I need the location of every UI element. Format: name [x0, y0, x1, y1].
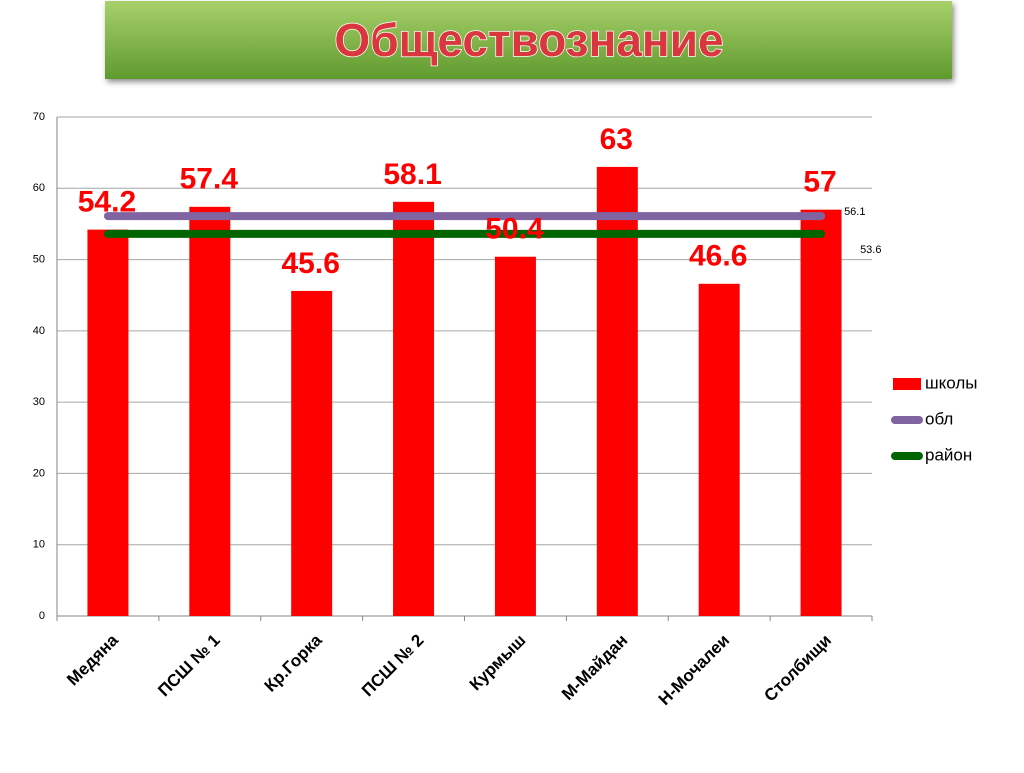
y-tick-label: 40 — [33, 325, 45, 337]
chart-title: Обществознание — [334, 14, 723, 66]
x-tick-label: Курмыш — [466, 631, 530, 695]
bar — [596, 166, 638, 616]
y-tick-label: 50 — [33, 253, 45, 265]
bar — [494, 256, 536, 616]
y-tick-label: 20 — [33, 467, 45, 479]
legend-label: район — [925, 445, 972, 464]
y-tick-label: 60 — [33, 182, 45, 194]
bar — [87, 229, 129, 617]
line-end-label: 53.6 — [860, 244, 881, 256]
bar — [393, 201, 435, 616]
y-tick-label: 10 — [33, 539, 45, 551]
bar — [698, 283, 740, 616]
bar — [189, 206, 231, 616]
data-label: 46.6 — [689, 240, 747, 273]
data-label: 57 — [803, 166, 836, 199]
x-tick-label: ПСШ № 1 — [154, 631, 224, 701]
x-tick-label: М-Майдан — [558, 631, 631, 704]
legend-label: обл — [925, 409, 953, 428]
x-tick-label: ПСШ № 2 — [358, 631, 428, 701]
x-tick-label: Столбищи — [760, 631, 835, 706]
bar — [291, 290, 333, 616]
data-label: 50.4 — [485, 213, 544, 246]
bar — [800, 209, 842, 616]
x-tick-label: Кр.Горка — [261, 630, 326, 695]
legend-swatch — [893, 378, 921, 390]
y-tick-label: 30 — [33, 396, 45, 408]
x-tick-label: Н-Мочалеи — [655, 631, 733, 709]
data-label: 54.2 — [78, 186, 136, 219]
line-end-label: 56.1 — [844, 206, 865, 218]
data-label: 57.4 — [180, 163, 239, 196]
data-label: 45.6 — [281, 247, 339, 280]
y-tick-label: 0 — [39, 610, 45, 622]
y-tick-label: 70 — [33, 111, 45, 123]
data-label: 58.1 — [383, 158, 441, 191]
x-tick-label: Медяна — [63, 630, 122, 689]
title-banner — [105, 1, 952, 79]
legend-label: школы — [925, 373, 978, 392]
data-label: 63 — [600, 123, 633, 156]
